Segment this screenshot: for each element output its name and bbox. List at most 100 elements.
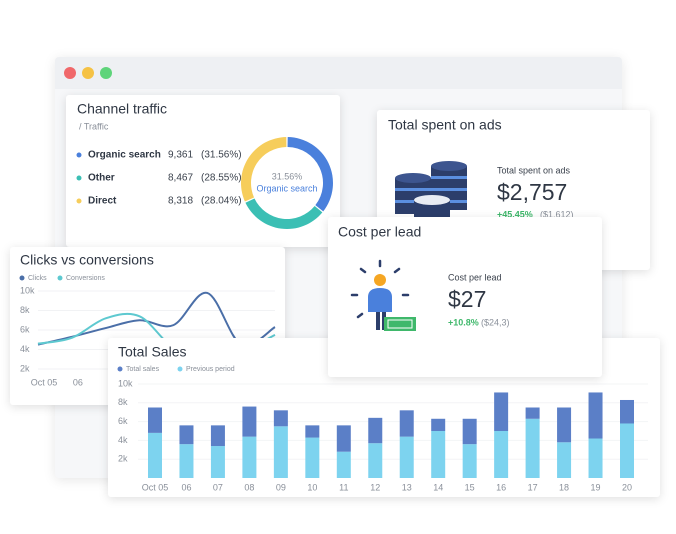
- x-tick-label: 09: [276, 482, 286, 492]
- x-tick-label: 07: [213, 482, 223, 492]
- bar-segment: [399, 410, 414, 437]
- y-tick-label: 8k: [118, 397, 128, 407]
- donut-center-value: 31.56%: [272, 171, 303, 181]
- y-tick-label: 8k: [20, 305, 30, 315]
- bar-segment: [148, 407, 162, 433]
- y-tick-label: 4k: [118, 435, 128, 445]
- x-tick-label: 17: [528, 482, 538, 492]
- card-title: Clicks vs conversions: [20, 252, 154, 268]
- x-tick-label: 10: [307, 482, 317, 492]
- legend-dot: [117, 366, 123, 372]
- legend-label: Clicks: [28, 275, 47, 282]
- minimize-button[interactable]: [82, 67, 94, 79]
- y-tick-label: 6k: [118, 416, 128, 426]
- bar-segment: [210, 425, 225, 447]
- value-label: 9,361: [168, 150, 193, 161]
- x-tick-label: 12: [370, 482, 380, 492]
- bar-segment: [588, 438, 603, 478]
- bar-segment: [525, 418, 540, 478]
- metric-change: +45.45%: [497, 209, 533, 219]
- metric-change: +10.8%: [448, 317, 479, 327]
- bar-segment: [148, 432, 162, 478]
- bar-segment: [179, 425, 194, 445]
- legend-label: Total sales: [126, 366, 160, 373]
- bar-segment: [620, 399, 634, 424]
- x-tick-label: 14: [433, 482, 443, 492]
- y-tick-label: 10k: [118, 378, 133, 388]
- bar-chart: Total Sales Total sales Previous period 2k…: [117, 344, 648, 492]
- y-tick-label: 10k: [20, 285, 35, 295]
- value-label: 8,318: [168, 196, 193, 207]
- x-tick-label: 16: [496, 482, 506, 492]
- legend-label: Other: [88, 173, 115, 184]
- bar-segment: [305, 425, 320, 438]
- x-tick-label: 11: [339, 482, 348, 492]
- legend-label: Direct: [88, 196, 117, 207]
- donut-segment: [287, 137, 333, 212]
- share-label: (31.56%): [201, 150, 242, 161]
- legend-label: Conversions: [66, 275, 105, 282]
- share-label: (28.55%): [201, 173, 242, 184]
- legend-dot: [76, 175, 82, 181]
- bar-segment: [368, 417, 383, 444]
- share-label: (28.04%): [201, 196, 242, 207]
- person-icon: [350, 259, 416, 331]
- legend-label: Previous period: [186, 366, 235, 373]
- bar-segment: [525, 407, 540, 419]
- x-tick-label: 18: [559, 482, 569, 492]
- x-tick-label: Oct 05: [31, 377, 58, 387]
- bar-segment: [620, 423, 634, 478]
- kpi-card: Total spent on ads Total spent on ads $2…: [388, 117, 574, 220]
- bar-segment: [242, 406, 257, 437]
- legend-dot: [19, 275, 25, 281]
- y-tick-label: 4k: [20, 344, 30, 354]
- x-tick-label: 15: [465, 482, 475, 492]
- metric-previous: ($24,3): [481, 317, 510, 327]
- card-subtitle: / Traffic: [79, 121, 109, 131]
- close-button[interactable]: [64, 67, 76, 79]
- database-icon: [395, 161, 467, 218]
- bar-segment: [273, 410, 288, 427]
- bar-segment: [494, 392, 509, 431]
- x-tick-label: 20: [622, 482, 632, 492]
- bar-segment: [399, 436, 414, 478]
- bar-segment: [431, 418, 446, 431]
- bar-segment: [305, 437, 320, 478]
- bar-segment: [431, 431, 446, 478]
- card-title: Cost per lead: [338, 224, 421, 240]
- bar-segment: [368, 443, 383, 478]
- y-tick-label: 6k: [20, 324, 30, 334]
- legend-dot: [57, 275, 63, 281]
- legend-dot: [76, 152, 82, 158]
- bar-segment: [210, 446, 225, 478]
- bar-segment: [462, 418, 477, 445]
- card-title: Channel traffic: [77, 101, 167, 117]
- donut-chart: Channel traffic / Traffic Organic search…: [76, 101, 333, 230]
- metric-label: Total spent on ads: [497, 165, 571, 175]
- value-label: 8,467: [168, 173, 193, 184]
- bar-segment: [336, 451, 351, 478]
- legend-dot: [177, 366, 183, 372]
- metric-value: $2,757: [497, 179, 567, 205]
- bar-segment: [557, 407, 572, 443]
- x-tick-label: Oct 05: [142, 482, 169, 492]
- line-chart: Clicks vs conversions Clicks Conversions 2…: [19, 252, 276, 387]
- card-title: Total spent on ads: [388, 117, 502, 133]
- metric-previous: ($1,612): [540, 209, 574, 219]
- channel-traffic-card: Channel traffic / Traffic Organic search…: [66, 95, 340, 247]
- bar-segment: [588, 392, 603, 439]
- bar-segment: [557, 442, 572, 478]
- donut-segment: [241, 137, 287, 202]
- y-tick-label: 2k: [118, 454, 128, 464]
- x-tick-label: 19: [591, 482, 601, 492]
- legend-label: Organic search: [88, 150, 161, 161]
- legend-dot: [76, 198, 82, 204]
- window-bar: [55, 57, 622, 89]
- maximize-button[interactable]: [100, 67, 112, 79]
- kpi-card: Cost per lead Cost per lead $27 +10.8% (…: [338, 224, 510, 331]
- metric-label: Cost per lead: [448, 272, 502, 282]
- bar-segment: [242, 436, 257, 478]
- bar-segment: [273, 426, 288, 478]
- cost-per-lead-card: Cost per lead Cost per lead $27 +10.8% (…: [328, 217, 602, 377]
